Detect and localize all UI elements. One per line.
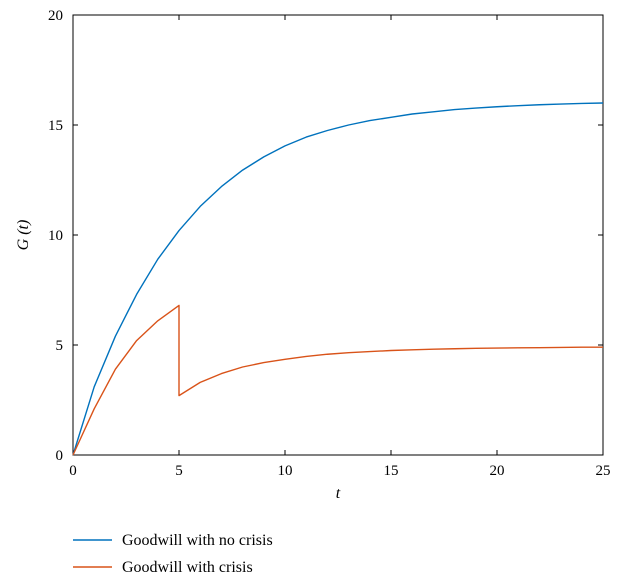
y-tick-label: 0 (56, 448, 64, 464)
legend-label-no-crisis: Goodwill with no crisis (122, 532, 273, 549)
y-axis-title: G (t) (15, 220, 32, 251)
x-tick-label: 5 (175, 463, 183, 479)
legend-item-crisis: Goodwill with crisis (73, 559, 253, 576)
x-tick-label: 15 (384, 463, 399, 479)
x-tick-label: 0 (69, 463, 77, 479)
y-tick-label: 20 (48, 8, 63, 24)
x-tick-label: 20 (490, 463, 505, 479)
series-layer (72, 102, 604, 456)
y-tick-label: 10 (48, 228, 63, 244)
series-line-no-crisis (72, 102, 604, 456)
legend-label-crisis: Goodwill with crisis (122, 559, 253, 576)
x-tick-label: 10 (278, 463, 293, 479)
y-tick-label: 5 (56, 338, 64, 354)
legend-item-no-crisis: Goodwill with no crisis (73, 532, 273, 549)
plot-area (72, 14, 604, 456)
x-tick-label: 25 (596, 463, 611, 479)
axis-ticks: 0 5 10 15 20 25 0 5 10 15 20 (48, 8, 611, 479)
series-line-crisis (72, 304, 603, 456)
legend: Goodwill with no crisis Goodwill with cr… (73, 532, 273, 576)
y-tick-label: 15 (48, 118, 63, 134)
x-axis-title: t (336, 485, 341, 502)
